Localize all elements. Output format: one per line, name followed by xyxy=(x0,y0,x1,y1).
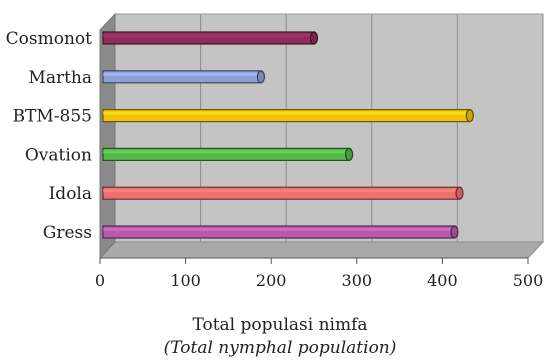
bar-highlight xyxy=(103,150,347,154)
side-wall xyxy=(99,12,116,260)
bar xyxy=(102,31,319,45)
bar-highlight xyxy=(103,34,311,37)
x-tick-labels: 0 100 200 300 400 500 xyxy=(95,258,543,290)
back-wall xyxy=(114,13,544,243)
bar xyxy=(102,186,464,200)
x-tick-label: 400 xyxy=(427,271,458,290)
x-tick-label: 200 xyxy=(256,271,287,290)
bar-body xyxy=(102,225,455,239)
bar xyxy=(102,147,354,161)
bar-cap xyxy=(450,225,459,239)
bar xyxy=(102,108,474,123)
category-label: BTM-855 xyxy=(13,107,92,127)
x-tick-label: 100 xyxy=(170,271,201,290)
category-label: Ovation xyxy=(25,145,92,165)
bar-highlight xyxy=(103,228,452,231)
bar-highlight xyxy=(103,189,457,193)
bar-body xyxy=(102,147,350,161)
gridlines xyxy=(200,14,544,242)
category-label: Martha xyxy=(28,68,92,88)
bar-body xyxy=(102,70,262,84)
category-label: Cosmonot xyxy=(6,29,93,49)
bar-body xyxy=(102,31,315,45)
bar-body xyxy=(102,186,461,200)
bar-highlight xyxy=(103,111,467,115)
bar-body xyxy=(102,108,471,123)
plot-back-wall xyxy=(114,13,544,243)
bar-cap xyxy=(455,186,464,200)
category-label: Gress xyxy=(43,223,92,243)
bar-cap xyxy=(465,108,474,123)
bar-cap xyxy=(344,147,354,161)
x-tick-label: 0 xyxy=(95,271,105,290)
x-axis-title-translation: (Total nymphal population) xyxy=(164,338,397,358)
bar xyxy=(102,225,459,239)
x-tick-label: 500 xyxy=(513,271,544,290)
bar xyxy=(102,70,266,84)
category-labels: Cosmonot Martha BTM-855 Ovation Idola Gress xyxy=(6,29,93,243)
x-axis-title: Total populasi nimfa xyxy=(192,315,367,335)
bars xyxy=(102,31,474,239)
floor xyxy=(98,241,545,259)
x-tick-label: 300 xyxy=(342,271,373,290)
bar-cap xyxy=(309,31,319,45)
bar-cap xyxy=(256,70,266,84)
bar-highlight xyxy=(103,72,258,76)
category-label: Idola xyxy=(49,184,92,204)
